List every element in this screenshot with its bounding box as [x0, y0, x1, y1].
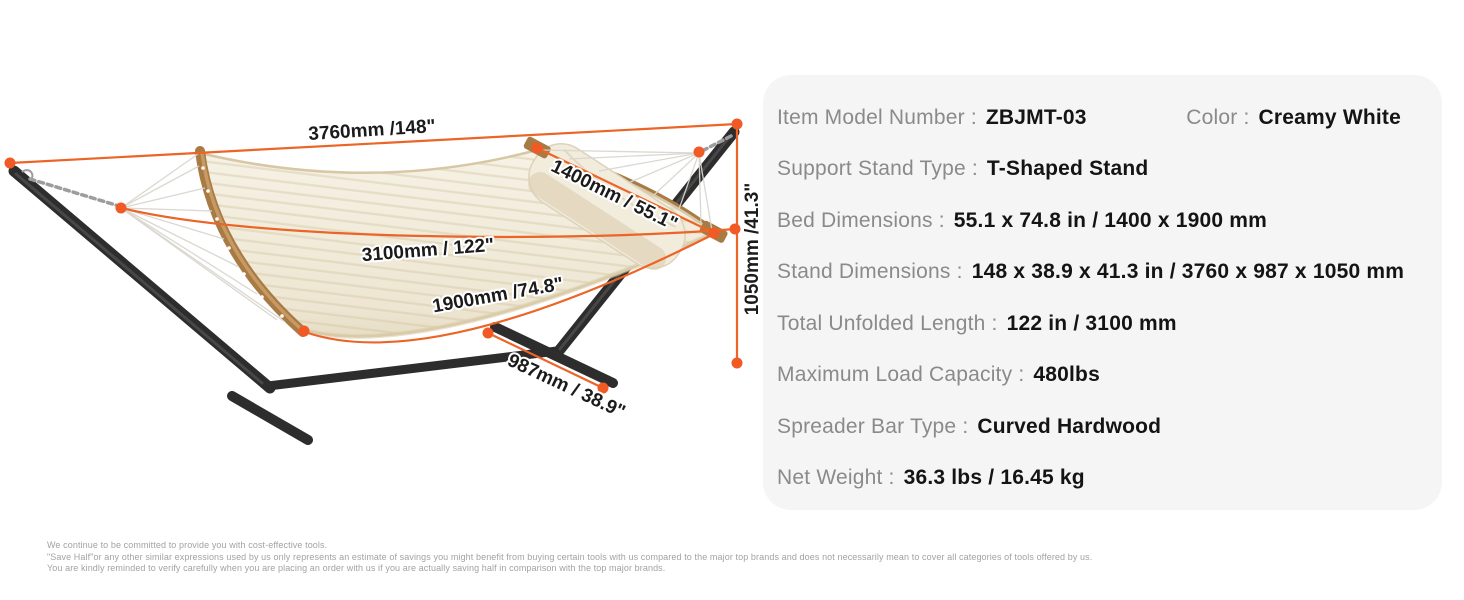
- dimension-labels: 3760mm /148" 1400mm / 55.1" 3100mm / 122…: [306, 114, 765, 425]
- spec-label: Bed Dimensions :: [777, 208, 945, 232]
- spec-value: T-Shaped Stand: [986, 157, 1149, 181]
- spec-label: Maximum Load Capacity :: [777, 363, 1025, 387]
- spec-label: Net Weight :: [777, 466, 895, 490]
- spec-value: ZBJMT-03: [985, 105, 1087, 129]
- spec-row-stand-type: Support Stand Type : T-Shaped Stand: [777, 144, 1442, 196]
- dimension-label-base-depth: 987mm / 38.9": [504, 350, 628, 423]
- disclaimer-line: We continue to be committed to provide y…: [47, 540, 328, 550]
- spec-value: Curved Hardwood: [977, 414, 1162, 438]
- spec-row-stand-dimensions: Stand Dimensions : 148 x 38.9 x 41.3 in …: [777, 247, 1442, 299]
- stand-right-pole: [552, 126, 740, 358]
- hammock-bed: [198, 148, 717, 339]
- spec-value: 55.1 x 74.8 in / 1400 x 1900 mm: [953, 208, 1268, 232]
- dimension-line-total-unfolded-length: [121, 206, 736, 239]
- hanging-chains: [21, 134, 733, 208]
- left-spreader-bar: [195, 146, 308, 337]
- dimension-label-bed-width: 1400mm / 55.1": [548, 156, 681, 235]
- right-spreader-bar: [531, 144, 720, 239]
- stand-left-foot: [227, 391, 313, 445]
- s-hook: [21, 169, 34, 181]
- spec-label: Color :: [1186, 105, 1250, 129]
- spec-row-net-weight: Net Weight : 36.3 lbs / 16.45 kg: [777, 453, 1442, 505]
- dimension-label-total-unfolded-length: 3100mm / 122": [361, 235, 495, 266]
- dimension-line-bed-width: [536, 147, 715, 234]
- dimension-label-bed-length: 1900mm /74.8": [431, 274, 565, 318]
- spec-label: Stand Dimensions :: [777, 260, 963, 284]
- stand-left-pole: [8, 165, 276, 394]
- spec-pair-color: Color : Creamy White: [1186, 106, 1401, 130]
- spec-label: Total Unfolded Length :: [777, 311, 998, 335]
- stand-right-foot: [490, 322, 618, 388]
- spec-label: Support Stand Type :: [777, 157, 978, 181]
- spec-row-model-number: Item Model Number : ZBJMT-03 Color : Cre…: [777, 92, 1442, 144]
- dimension-line-overall-length: [9, 122, 738, 165]
- spec-value: 480lbs: [1033, 363, 1100, 387]
- spec-value: Creamy White: [1258, 105, 1401, 129]
- spec-value: 122 in / 3100 mm: [1006, 311, 1177, 335]
- footer-disclaimer: We continue to be committed to provide y…: [47, 540, 1227, 575]
- stand-base-bar: [263, 346, 562, 391]
- dimension-dots: [4, 118, 743, 394]
- spec-panel: Item Model Number : ZBJMT-03 Color : Cre…: [763, 75, 1442, 510]
- spreader-wood-tips: [523, 136, 728, 243]
- spec-rows: Item Model Number : ZBJMT-03 Color : Cre…: [763, 75, 1442, 504]
- dimension-line-base-depth: [487, 332, 604, 389]
- spec-label: Spreader Bar Type :: [777, 414, 969, 438]
- product-diagram: 3760mm /148" 1400mm / 55.1" 3100mm / 122…: [4, 114, 765, 445]
- spec-row-bed-dimensions: Bed Dimensions : 55.1 x 74.8 in / 1400 x…: [777, 195, 1442, 247]
- spec-row-spreader-bar: Spreader Bar Type : Curved Hardwood: [777, 401, 1442, 453]
- hammock-stand: [8, 126, 740, 445]
- spec-row-load-capacity: Maximum Load Capacity : 480lbs: [777, 350, 1442, 402]
- spec-pair: Item Model Number : ZBJMT-03: [777, 106, 1087, 130]
- spec-value: 36.3 lbs / 16.45 kg: [903, 466, 1085, 490]
- spec-row-unfolded-length: Total Unfolded Length : 122 in / 3100 mm: [777, 298, 1442, 350]
- spec-label: Item Model Number :: [777, 105, 977, 129]
- dimension-label-stand-height: 1050mm /41.3": [742, 183, 763, 316]
- dimension-line-bed-length: [304, 233, 715, 344]
- dimension-lines: [9, 122, 739, 389]
- suspension-strings: [120, 149, 713, 323]
- pillow: [528, 143, 686, 271]
- disclaimer-line: "Save Half"or any other similar expressi…: [47, 551, 1093, 562]
- dimension-label-overall-length: 3760mm /148": [308, 116, 436, 145]
- disclaimer-line: You are kindly reminded to verify carefu…: [47, 563, 666, 573]
- spec-value: 148 x 38.9 x 41.3 in / 3760 x 987 x 1050…: [971, 260, 1405, 284]
